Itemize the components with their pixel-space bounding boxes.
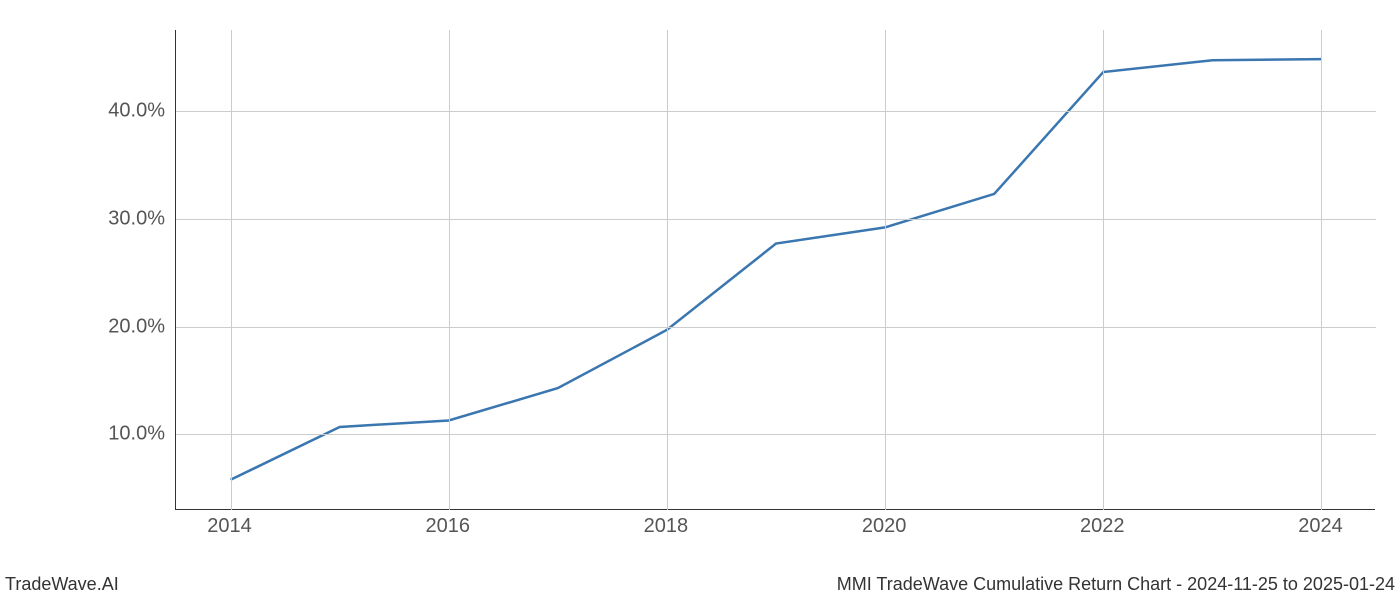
x-tick-label: 2016 — [425, 515, 470, 538]
y-tick-label: 20.0% — [85, 315, 165, 338]
grid-line-vertical — [667, 30, 668, 510]
x-tick-label: 2020 — [862, 515, 907, 538]
plot-area — [175, 30, 1375, 510]
grid-line-vertical — [449, 30, 450, 510]
grid-line-horizontal — [176, 219, 1376, 220]
x-tick-label: 2022 — [1080, 515, 1125, 538]
line-chart-svg — [176, 30, 1376, 510]
x-tick-label: 2014 — [207, 515, 252, 538]
grid-line-vertical — [1103, 30, 1104, 510]
grid-line-horizontal — [176, 111, 1376, 112]
data-line — [231, 59, 1322, 480]
chart-container — [175, 30, 1375, 540]
grid-line-horizontal — [176, 434, 1376, 435]
footer-left-text: TradeWave.AI — [5, 574, 119, 595]
grid-line-horizontal — [176, 327, 1376, 328]
grid-line-vertical — [231, 30, 232, 510]
footer-right-text: MMI TradeWave Cumulative Return Chart - … — [837, 574, 1395, 595]
x-tick-label: 2024 — [1298, 515, 1343, 538]
y-tick-label: 30.0% — [85, 207, 165, 230]
grid-line-vertical — [885, 30, 886, 510]
y-tick-label: 10.0% — [85, 423, 165, 446]
y-tick-label: 40.0% — [85, 99, 165, 122]
x-tick-label: 2018 — [644, 515, 689, 538]
grid-line-vertical — [1321, 30, 1322, 510]
